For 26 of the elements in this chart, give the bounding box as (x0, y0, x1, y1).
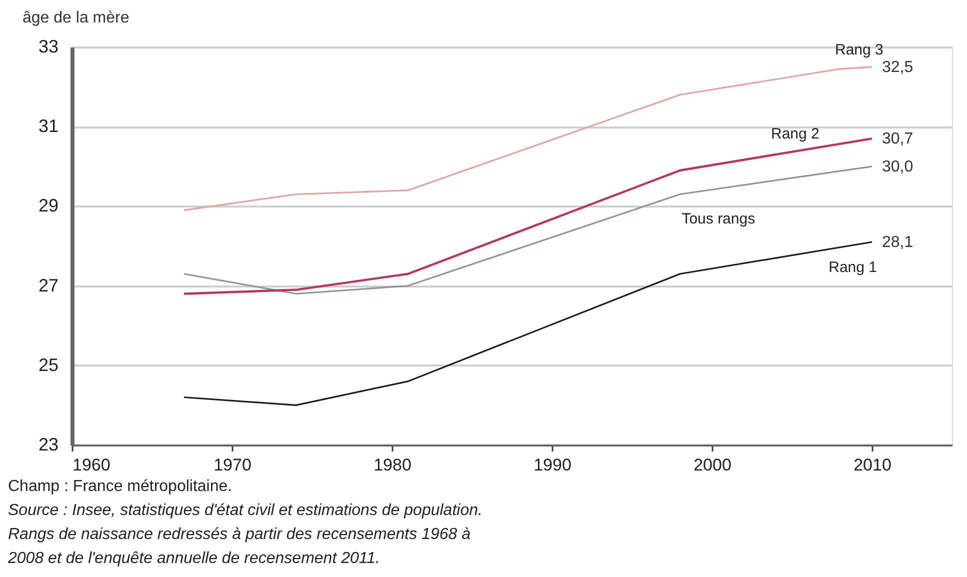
y-tick-label: 23 (38, 434, 58, 454)
series-label: Rang 1 (828, 259, 877, 276)
data-label: 28,1 (882, 234, 914, 252)
y-tick-label: 29 (38, 196, 58, 216)
data-label: 30,0 (882, 158, 914, 176)
data-label: 32,5 (882, 58, 914, 76)
series-label: Tous rangs (682, 210, 756, 228)
series-label: Rang 3 (835, 42, 884, 59)
y-tick-label: 33 (38, 36, 58, 56)
text: 2008 et de l'enquête annuelle de recensement 2011. (7, 550, 380, 567)
x-tick-label: 1960 (72, 456, 110, 474)
x-tick-label: 1970 (214, 456, 252, 474)
x-tick-label: 2010 (854, 456, 892, 474)
x-tick-label: 1980 (374, 456, 412, 474)
series-label: Rang 2 (771, 125, 820, 142)
x-tick-label: 2000 (694, 456, 732, 474)
source-note: Source : Insee, statistiques d'état civil et estimations de population. (8, 502, 482, 519)
data-label: 30,7 (882, 130, 914, 148)
x-tick-label: 1990 (534, 456, 572, 474)
line-series (183, 66, 873, 211)
y-tick-label: 31 (38, 116, 58, 136)
y-tick-label: 27 (38, 275, 58, 296)
y-axis-title: âge de la mère (22, 10, 130, 26)
text: Champ : France métropolitaine. (8, 478, 232, 495)
text: Rangs de naissance redressés à partir des recensements 1968 à (8, 526, 471, 543)
y-tick-label: 25 (38, 354, 58, 375)
